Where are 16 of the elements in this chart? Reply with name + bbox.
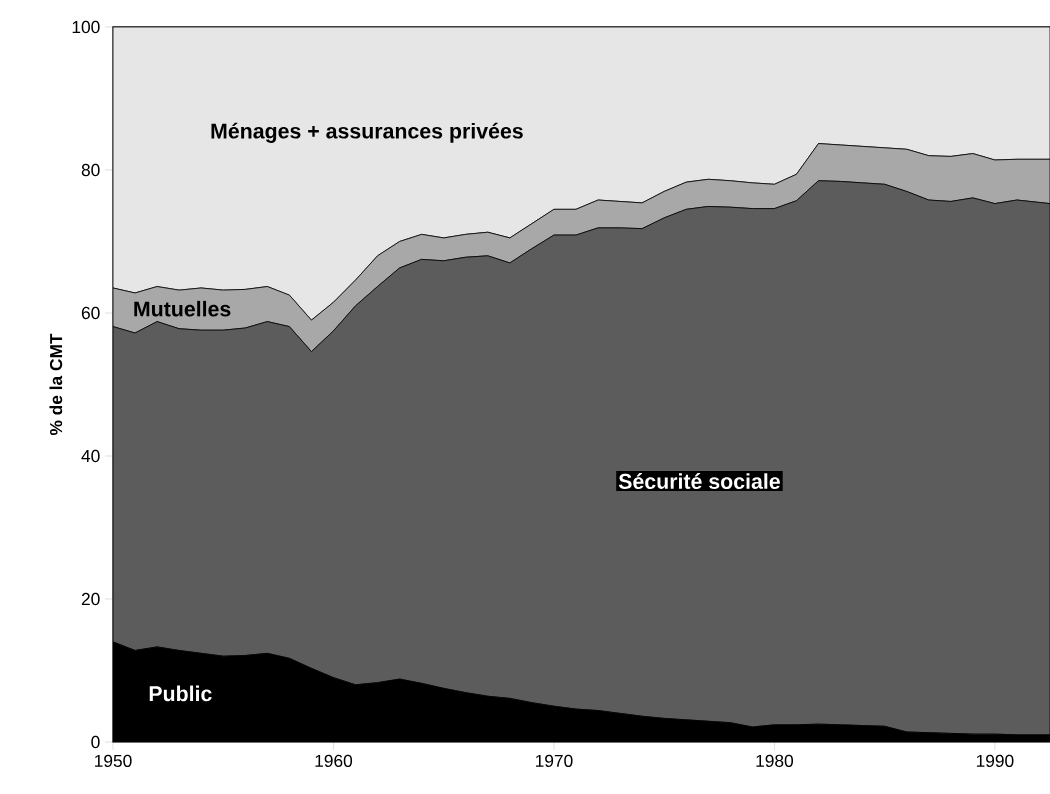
y-tick-label: 0	[91, 735, 100, 749]
series-label: Ménages + assurances privées	[211, 122, 523, 143]
y-tick-label: 100	[72, 20, 100, 34]
x-tick-label: 1950	[95, 754, 132, 767]
x-tick-label: 1990	[976, 754, 1014, 767]
y-tick-label: 80	[81, 163, 100, 177]
x-tick-label: 1970	[535, 754, 573, 767]
y-tick-label: 60	[81, 306, 100, 320]
y-axis-title: % de la CMT	[49, 333, 63, 436]
series-label: Public	[149, 685, 212, 702]
series-label: Sécurité sociale	[618, 473, 780, 489]
y-tick-label: 40	[81, 449, 100, 463]
x-tick-label: 1980	[756, 754, 794, 767]
y-tick-label: 20	[81, 592, 100, 606]
x-tick-label: 1960	[315, 754, 353, 767]
series-label: Mutuelles	[134, 300, 231, 317]
